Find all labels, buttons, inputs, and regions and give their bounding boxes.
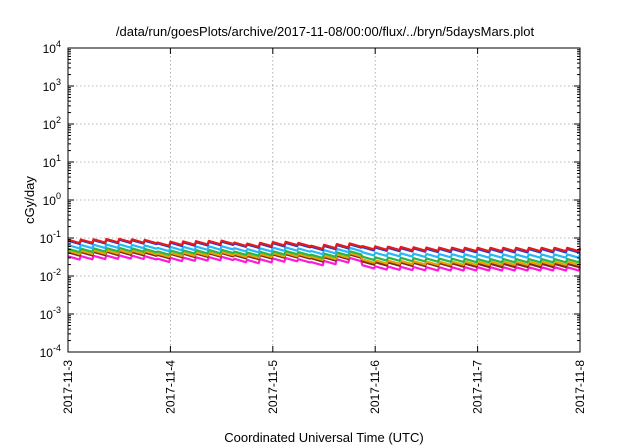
x-axis-title: Coordinated Universal Time (UTC): [224, 430, 423, 445]
chart-title: /data/run/goesPlots/archive/2017-11-08/0…: [116, 24, 535, 39]
x-tick-label: 2017-11-3: [61, 360, 75, 414]
y-axis-title: cGy/day: [22, 176, 37, 224]
data-series-group: [67, 237, 582, 272]
grid: [68, 48, 580, 352]
y-tick-labels: 10-4 10-3 10-2 10-1 100 101 102 103 104: [40, 39, 61, 360]
y-tick-label: 10-1: [40, 229, 61, 246]
x-tick-label: 2017-11-5: [266, 360, 280, 414]
y-tick-label: 10-4: [40, 343, 61, 360]
axis-ticks: [67, 47, 581, 353]
series-line: [67, 243, 582, 259]
series-line: [67, 237, 582, 253]
y-tick-label: 104: [43, 39, 61, 56]
y-tick-label: 103: [43, 77, 61, 94]
y-tick-label: 10-2: [40, 267, 61, 284]
x-tick-label: 2017-11-4: [163, 360, 177, 414]
x-tick-labels: 2017-11-3 2017-11-4 2017-11-5 2017-11-6 2017…: [61, 360, 587, 414]
x-tick-label: 2017-11-6: [368, 360, 382, 414]
x-tick-label: 2017-11-8: [573, 360, 587, 414]
y-tick-label: 100: [43, 191, 61, 208]
x-tick-label: 2017-11-7: [471, 360, 485, 414]
y-tick-label: 10-3: [40, 305, 61, 322]
y-tick-label: 102: [43, 115, 61, 132]
y-tick-label: 101: [43, 153, 61, 170]
